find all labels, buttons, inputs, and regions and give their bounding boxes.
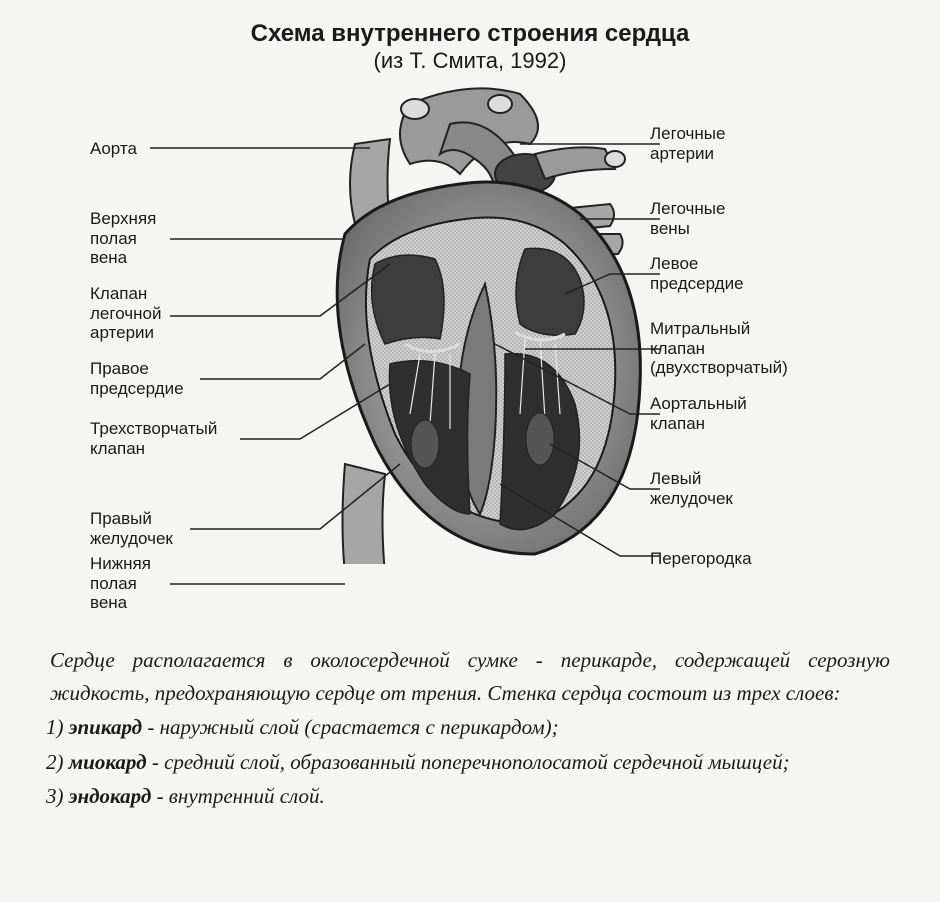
label-r_atrium: Правоепредсердие	[90, 359, 184, 398]
label-aort_valve: Аортальныйклапан	[650, 394, 747, 433]
page-title: Схема внутреннего строения сердца	[40, 20, 900, 48]
wall-layer-item: 1) эпикард - наружный слой (срастается с…	[46, 711, 900, 744]
label-l_atrium: Левоепредсердие	[650, 254, 744, 293]
label-pulm_valve: Клапанлегочнойартерии	[90, 284, 161, 343]
label-ivc: Нижняяполаявена	[90, 554, 151, 613]
label-mitral: Митральныйклапан(двухстворчатый)	[650, 319, 788, 378]
label-l_vent: Левыйжелудочек	[650, 469, 733, 508]
wall-layers-list: 1) эпикард - наружный слой (срастается с…	[40, 711, 900, 813]
page-subtitle: (из Т. Смита, 1992)	[40, 48, 900, 74]
wall-layer-item: 3) эндокард - внутренний слой.	[46, 780, 900, 813]
paragraph-pericardium: Сердце располагается в околосердечной су…	[40, 644, 900, 709]
label-svc: Верхняяполаявена	[90, 209, 156, 268]
label-r_vent: Правыйжелудочек	[90, 509, 173, 548]
label-pulm_art: Легочныеартерии	[650, 124, 725, 163]
wall-layer-item: 2) миокард - средний слой, образованный …	[46, 746, 900, 779]
label-aorta: Аорта	[90, 139, 137, 159]
label-pulm_veins: Легочныевены	[650, 199, 725, 238]
header: Схема внутреннего строения сердца (из Т.…	[40, 20, 900, 74]
label-septum: Перегородка	[650, 549, 752, 569]
label-tricuspid: Трехстворчатыйклапан	[90, 419, 217, 458]
heart-diagram: Аорта Верхняяполаявена Клапанлегочнойартер…	[90, 84, 850, 624]
